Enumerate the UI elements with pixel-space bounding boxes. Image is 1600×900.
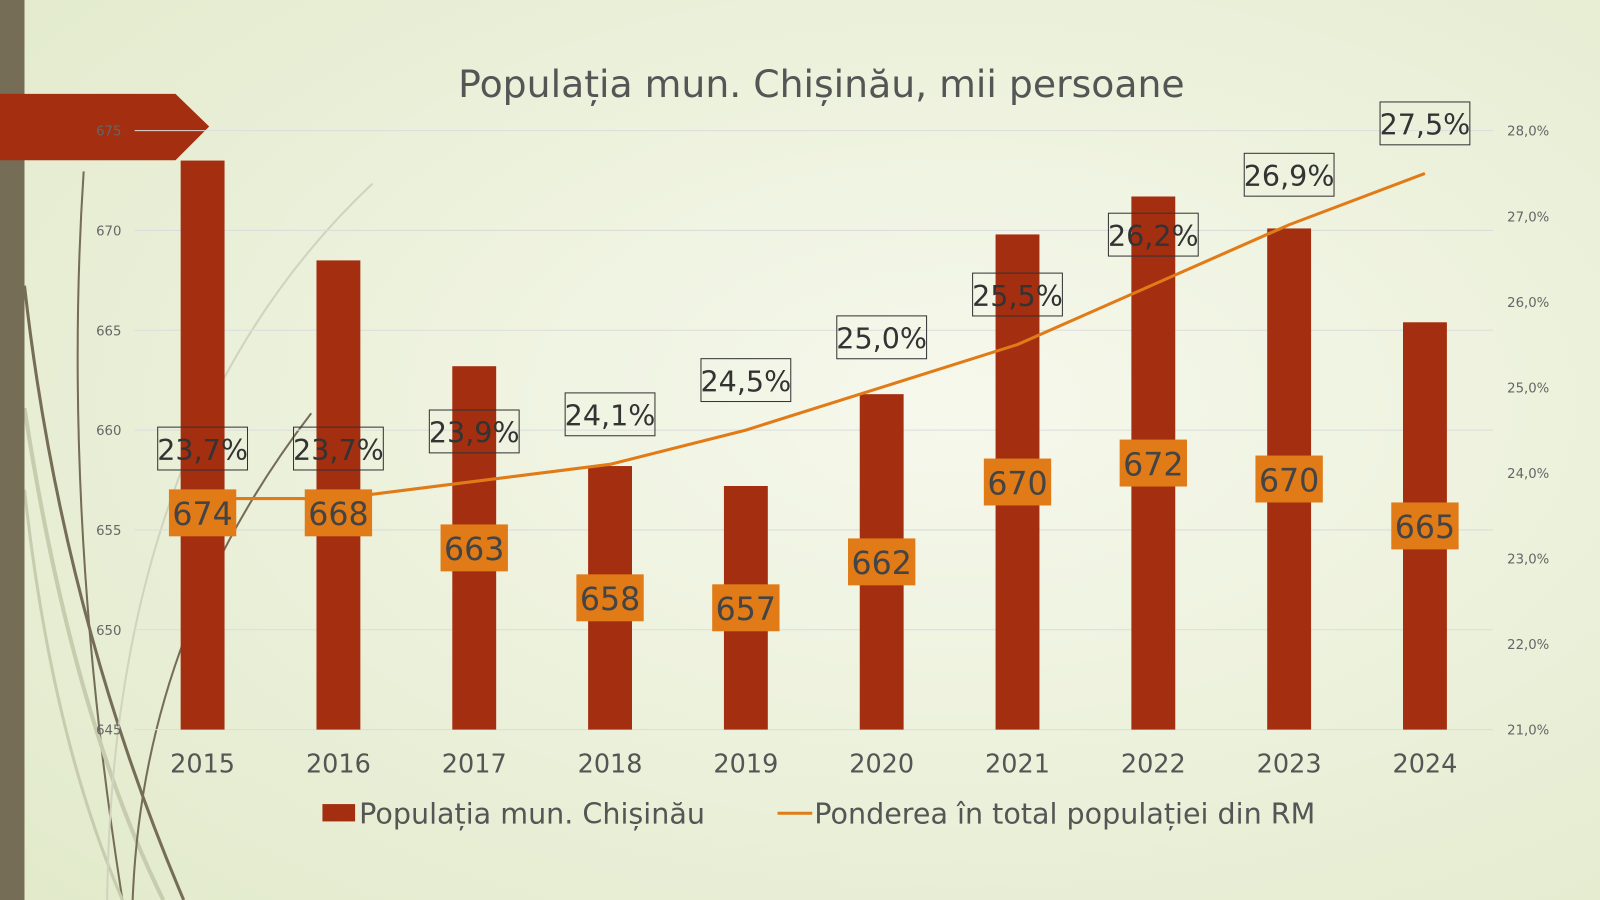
bar-label-bg: [1119, 439, 1187, 487]
bar-label-bg: [983, 458, 1052, 506]
x-tick-label: 2016: [306, 749, 371, 779]
line-label-box: [293, 426, 384, 471]
y-axis-right: 21,0% 22,0% 23,0% 24,0% 25,0% 26,0% 27,0% 28,0%: [1507, 125, 1549, 739]
y-tick-label: 660: [96, 424, 121, 439]
bar-series: 674 668 663 658 657 662 670 672 670 665: [168, 160, 1459, 730]
series-line: [202, 171, 1426, 501]
x-tick-label: 2023: [1257, 749, 1322, 779]
line-label-box: [1379, 101, 1471, 146]
x-tick-label: 2018: [578, 749, 643, 779]
x-tick-label: 2022: [1121, 749, 1186, 779]
bar-label-bg: [1255, 455, 1323, 503]
y-tick-label: 675: [96, 125, 121, 140]
line-data-label: 24,5%: [700, 364, 791, 398]
legend: Populația mun. Chișinău Ponderea în tota…: [322, 796, 1315, 830]
bar-data-label: 665: [1395, 510, 1455, 546]
bar-data-label: 662: [851, 546, 911, 582]
line-data-label: 23,9%: [429, 416, 520, 450]
line-data-label: 26,2%: [1108, 219, 1199, 253]
chart-title: Populația mun. Chișinău, mii persoane: [458, 62, 1185, 106]
y-tick-label: 665: [96, 324, 121, 339]
line-label-box: [1107, 212, 1199, 257]
gridlines: [134, 130, 1493, 731]
x-tick-label: 2021: [985, 749, 1050, 779]
line-series: 23,7% 23,7% 23,9% 24,1% 24,5% 25,0% 25,5% 26,2%…: [157, 101, 1471, 501]
bar-data-label: 670: [1259, 463, 1319, 499]
bar-data-label: 663: [444, 532, 504, 568]
y-tick-label: 650: [96, 624, 121, 639]
bar-data-label: 672: [1123, 447, 1183, 483]
bar-label-bg: [712, 584, 780, 632]
line-label-box: [1243, 152, 1335, 197]
legend-label-line: Ponderea în total populației din RM: [814, 796, 1315, 830]
bar-data-label: 658: [580, 582, 640, 618]
accent-arrow: [0, 93, 210, 161]
x-tick-label: 2024: [1392, 749, 1457, 779]
line-data-label: 24,1%: [565, 399, 656, 433]
bar: [180, 160, 225, 730]
bar-data-label: 670: [987, 466, 1047, 502]
line-label-box: [157, 426, 249, 471]
x-tick-label: 2020: [849, 749, 914, 779]
x-tick-label: 2015: [170, 749, 235, 779]
y-tick-label: 655: [96, 524, 121, 539]
y2-tick-label: 21,0%: [1507, 724, 1549, 739]
bar-data-label: 668: [308, 497, 368, 533]
y-tick-label: 670: [96, 225, 121, 240]
y2-tick-label: 22,0%: [1507, 638, 1549, 653]
line-data-label: 27,5%: [1380, 108, 1471, 142]
x-tick-label: 2019: [713, 749, 778, 779]
legend-swatch-bar: [322, 804, 356, 822]
y2-tick-label: 27,0%: [1507, 210, 1549, 225]
line-data-label: 25,0%: [836, 322, 927, 356]
line-data-label: 23,7%: [293, 433, 384, 467]
line-label-box: [836, 315, 928, 360]
bar-data-label: 674: [172, 497, 232, 533]
bar-label-bg: [1391, 502, 1459, 550]
bar-label-bg: [848, 538, 916, 586]
bar-label-bg: [576, 574, 644, 622]
x-tick-label: 2017: [442, 749, 507, 779]
y2-tick-label: 26,0%: [1507, 296, 1549, 311]
y-tick-label: 645: [96, 724, 121, 739]
y2-tick-label: 25,0%: [1507, 381, 1549, 396]
bar-data-label: 657: [716, 592, 776, 628]
line-data-label: 23,7%: [157, 433, 248, 467]
y2-tick-label: 24,0%: [1507, 467, 1549, 482]
y2-tick-label: 23,0%: [1507, 553, 1549, 568]
line-data-label: 26,9%: [1244, 159, 1335, 193]
line-data-label: 25,5%: [972, 279, 1063, 313]
bar-label-bg: [440, 524, 508, 572]
x-axis: 2015 2016 2017 2018 2019 2020 2021 2022 2023 2024: [170, 749, 1457, 779]
y-axis-left: 645 650 655 660 665 670 675: [96, 125, 121, 739]
line-label-box: [972, 272, 1063, 317]
line-label-box: [428, 409, 520, 454]
legend-label-bar: Populația mun. Chișinău: [359, 796, 705, 830]
decorative-grass: [22, 171, 374, 900]
line-label-box: [700, 358, 792, 403]
line-label-box: [564, 392, 656, 437]
y2-tick-label: 28,0%: [1507, 125, 1549, 140]
